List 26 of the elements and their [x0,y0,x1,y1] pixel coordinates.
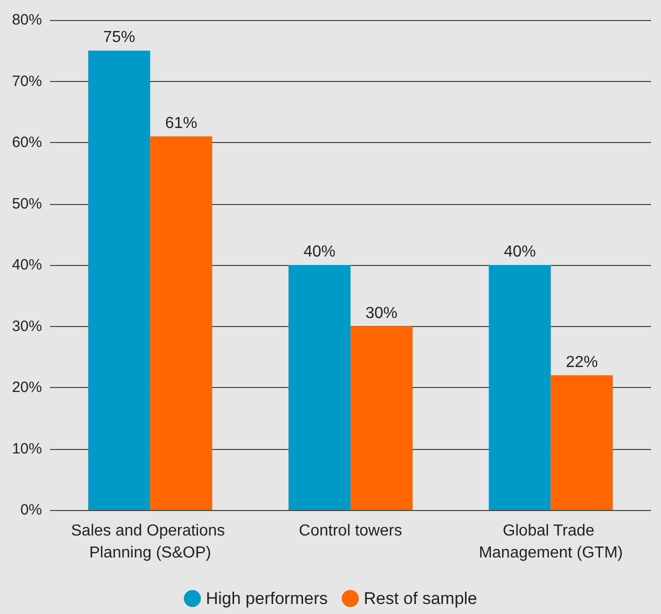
bar [488,265,551,510]
bar [350,326,412,510]
y-tick-label: 0% [20,502,42,518]
legend-label: Rest of sample [364,589,478,608]
y-tick-label: 30% [12,318,42,335]
bar [550,375,613,510]
x-tick-label: Sales and Operations Planning (S&OP) [71,522,230,562]
y-tick-label: 70% [12,72,42,90]
x-tick-label: Global Trade Management (GTM) [478,522,623,562]
data-label: 61% [165,114,198,132]
y-tick-label: 40% [12,256,42,274]
legend-label: High performers [206,589,328,608]
x-tick-label: Control towers [298,522,402,540]
bar [288,265,350,510]
y-tick-label: 80% [12,12,42,28]
bar [150,136,212,510]
bar [88,50,150,510]
y-tick-label: 10% [12,440,42,458]
y-tick-label: 60% [12,134,42,151]
data-label: 40% [303,244,336,260]
data-label: 22% [566,354,598,371]
data-label: 75% [103,29,136,46]
data-label: 40% [504,244,536,260]
y-tick-label: 20% [12,379,42,396]
data-label: 30% [365,304,398,322]
y-tick-label: 50% [12,195,42,212]
